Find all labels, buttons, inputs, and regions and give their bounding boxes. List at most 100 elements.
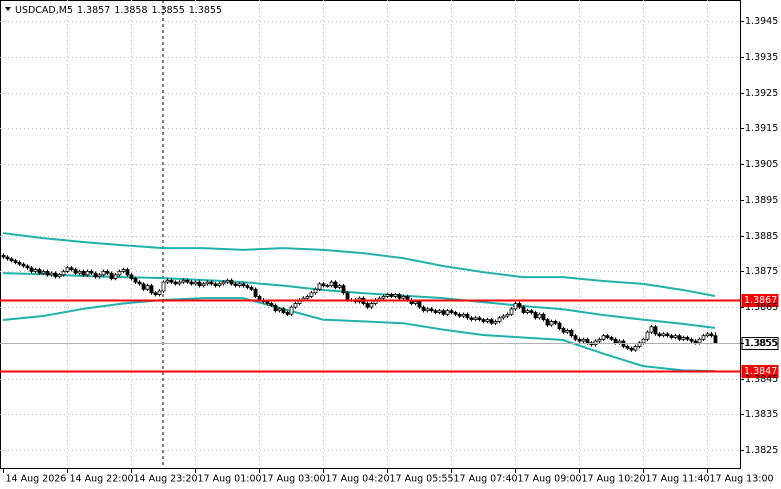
x-tick-label: 17 Aug 11:40 (646, 474, 710, 485)
candle-body (501, 315, 506, 319)
candle-body (437, 310, 442, 313)
candle-body (701, 335, 706, 340)
y-tick-label: 1.3915 (745, 123, 778, 134)
menu-triangle (5, 7, 11, 11)
candle-body (597, 338, 602, 342)
candle-body (545, 319, 550, 326)
y-tick-label: 1.3945 (745, 16, 778, 27)
candle-body (121, 269, 126, 272)
x-tick-label: 17 Aug 05:55 (390, 474, 454, 485)
candle-body (633, 346, 638, 351)
y-tick-label: 1.3825 (745, 445, 778, 456)
x-tick-label: 17 Aug 13:00 (710, 474, 774, 485)
candle-body (197, 281, 202, 287)
candle-body (557, 322, 562, 329)
levels-layer: 1.3867 1.3847 1.3855 (0, 294, 779, 378)
candle-body (81, 270, 86, 276)
candle-body (333, 281, 338, 288)
candle-body (389, 294, 394, 297)
candle-body (653, 326, 658, 335)
y-tick-label: 1.3855 (745, 338, 778, 349)
candle-body (537, 313, 542, 319)
plot-frame (0, 0, 741, 469)
candle-body (173, 281, 178, 285)
candle-body (177, 281, 182, 285)
candle-body (645, 331, 650, 340)
x-tick-label: 17 Aug 03:00 (262, 474, 326, 485)
candle-body (281, 308, 286, 313)
candle-body (505, 313, 510, 317)
x-tick-label: 17 Aug 07:40 (454, 474, 518, 485)
candle-body (205, 281, 210, 285)
candle-body (673, 335, 678, 338)
candle-body (145, 285, 150, 290)
candle-body (317, 283, 322, 290)
candle-body (625, 346, 630, 349)
candle-body (561, 328, 566, 333)
candle-body (601, 335, 606, 340)
last-open: 1.3857 (77, 5, 110, 16)
candle-body (237, 283, 242, 287)
candle-body (441, 310, 446, 315)
candle-body (553, 321, 558, 324)
candle-body (157, 290, 162, 296)
candle-body (185, 279, 190, 283)
candle-body (57, 274, 62, 278)
candle-body (469, 317, 474, 321)
candle-body (213, 283, 218, 287)
candle-body (565, 329, 570, 333)
candle-body (481, 319, 486, 322)
candle-body (681, 337, 686, 340)
candle-body (1, 254, 6, 258)
x-tick-label: 17 Aug 09:00 (518, 474, 582, 485)
candle-body (533, 312, 538, 319)
candle-body (105, 270, 110, 274)
axis-layer: 1.3825 1.3835 1.3845 1.3855 1.3865 1.3875 1.38… (3, 16, 778, 485)
candle-body (613, 338, 618, 344)
candle-body (201, 283, 206, 287)
candle-body (453, 312, 458, 315)
candle-body (277, 308, 282, 312)
candle-body (125, 269, 130, 276)
candle-body (269, 303, 274, 306)
candle-body (165, 279, 170, 283)
candle-body (41, 270, 46, 274)
candle-body (425, 308, 430, 312)
candle-body (245, 285, 250, 288)
candle-body (193, 281, 198, 285)
y-tick-label: 1.3935 (745, 52, 778, 63)
candle-body (321, 283, 326, 287)
candle-body (93, 272, 98, 278)
candle-body (217, 283, 222, 287)
candle-body (117, 270, 122, 276)
candle-body (405, 295, 410, 301)
bands-layer (2, 232, 716, 373)
candle-body (617, 340, 622, 344)
candle-body (577, 338, 582, 342)
candle-body (305, 295, 310, 299)
candle-body (65, 267, 70, 272)
candle-body (325, 285, 330, 288)
candle-body (477, 317, 482, 321)
candle-body (365, 303, 370, 308)
candle-body (517, 303, 522, 308)
candle-body (209, 281, 214, 285)
band-line (2, 297, 716, 373)
candle-body (573, 335, 578, 340)
candle-body (497, 317, 502, 322)
candle-body (385, 294, 390, 297)
candle-body (337, 285, 342, 288)
candle-body (417, 301, 422, 308)
candle-body (445, 310, 450, 315)
candle-body (665, 333, 670, 337)
candle-body (585, 338, 590, 344)
y-tick-label: 1.3925 (745, 88, 778, 99)
x-tick-label: 14 Aug 22:00 (70, 474, 134, 485)
candle-body (33, 269, 38, 272)
candle-body (169, 279, 174, 283)
candle-body (685, 337, 690, 340)
candle-body (525, 310, 530, 313)
candle-body (221, 281, 226, 285)
candle-body (513, 303, 518, 310)
y-tick-label: 1.3895 (745, 195, 778, 206)
